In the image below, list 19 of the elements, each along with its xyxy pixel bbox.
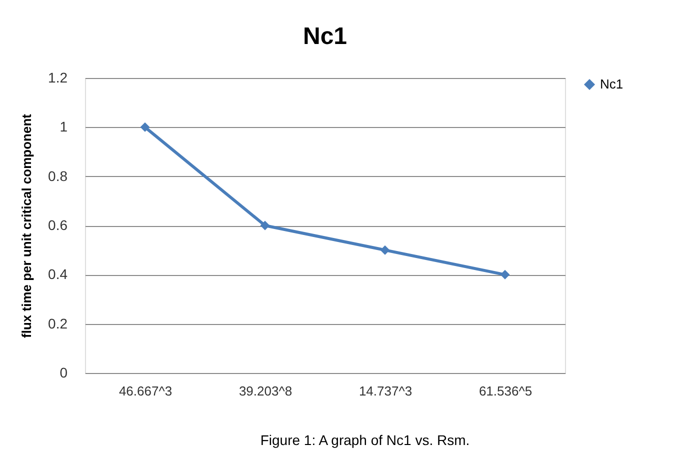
y-tick-label: 0.4 <box>48 266 68 282</box>
y-tick-label: 0.2 <box>48 315 68 332</box>
y-tick-label: 1 <box>60 118 68 135</box>
y-tick-label: 0.6 <box>48 217 68 233</box>
x-tick-label: 39.203^8 <box>238 384 292 398</box>
y-tick-label: 0 <box>60 364 68 380</box>
point <box>140 122 150 132</box>
y-axis-title: flux time per unit critical component <box>19 113 34 338</box>
y-tick-label: 1.2 <box>48 70 68 86</box>
point <box>380 245 390 255</box>
x-tick-label: 14.737^3 <box>358 384 412 398</box>
caption: Figure 1: A graph of Nc1 vs. Rsm. <box>260 432 470 448</box>
x-tick-label: 61.536^5 <box>478 384 532 398</box>
point <box>500 270 510 280</box>
y-tick-label: 0.8 <box>48 168 68 184</box>
point <box>260 220 270 230</box>
legend-label: Nc1 <box>600 76 624 92</box>
x-tick-label: 46.667^3 <box>118 384 172 398</box>
chart-title: Nc1 <box>302 23 348 50</box>
